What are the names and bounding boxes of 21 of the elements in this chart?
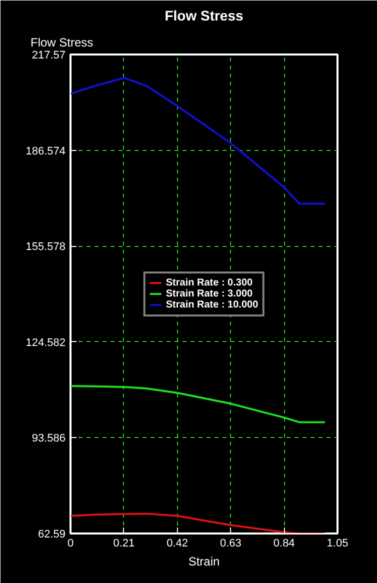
x-tick-label: 0.42	[166, 538, 188, 550]
legend-label: Strain Rate : 0.300	[166, 277, 253, 288]
x-tick-label: 0	[67, 538, 74, 550]
x-tick-label: 0.84	[273, 538, 295, 550]
y-tick-label: 93.586	[32, 432, 66, 445]
y-tick-label: 124.582	[26, 336, 66, 349]
chart-title: Flow Stress	[164, 8, 244, 24]
y-tick-label: 217.57	[32, 50, 66, 62]
y-tick-label: 186.574	[26, 145, 66, 158]
legend-label: Strain Rate : 3.000	[166, 288, 253, 299]
x-tick-label: 1.05	[326, 538, 348, 550]
x-tick-label: 0.21	[113, 538, 135, 550]
y-tick-label: 62.59	[38, 528, 66, 540]
line-series	[70, 76, 326, 205]
line-series	[70, 385, 326, 424]
x-tick-label: 0.63	[220, 538, 242, 550]
x-axis-title: Strain	[188, 554, 220, 568]
y-axis-title: Flow Stress	[30, 36, 94, 50]
y-tick-label: 155.578	[26, 241, 66, 254]
line-series	[70, 512, 326, 534]
legend-label: Strain Rate : 10.000	[166, 299, 258, 310]
